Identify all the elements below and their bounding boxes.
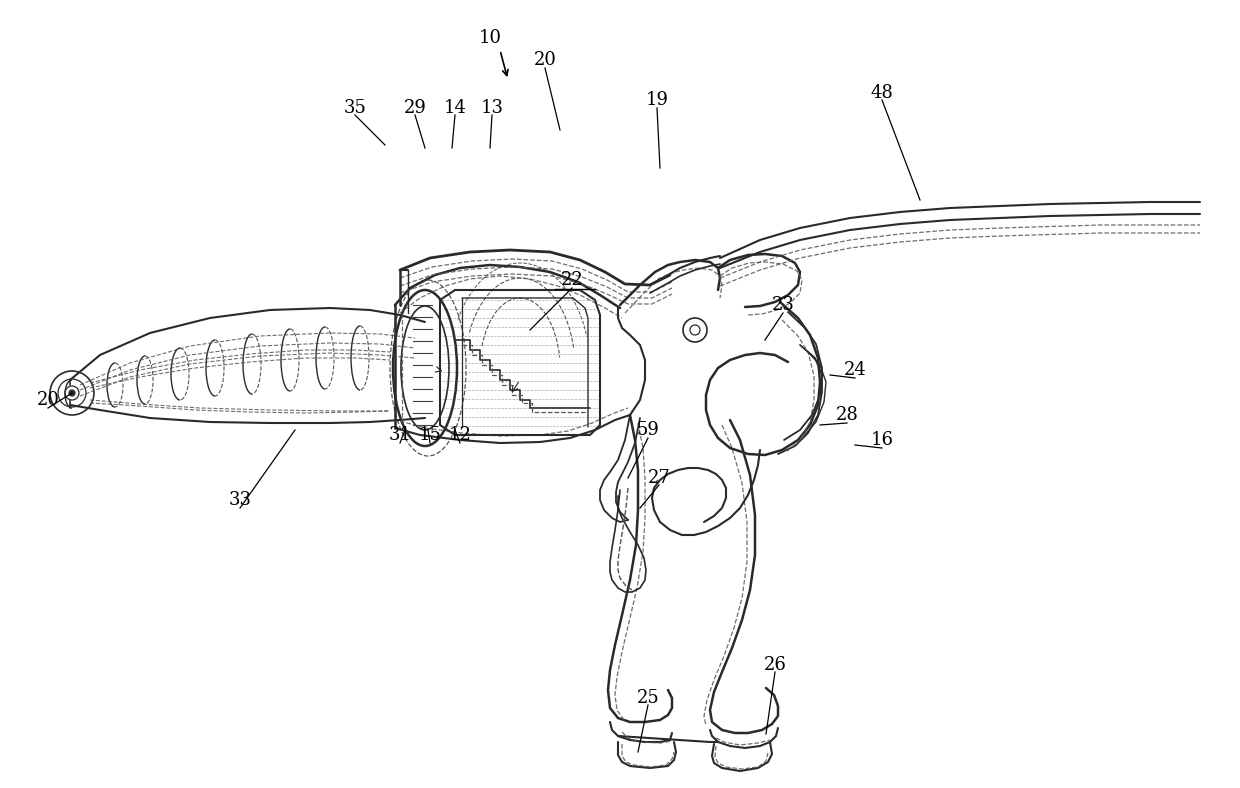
Text: 48: 48 — [870, 84, 894, 102]
Text: 23: 23 — [771, 296, 795, 314]
Text: 28: 28 — [836, 406, 858, 424]
Text: 59: 59 — [636, 421, 660, 439]
Text: 16: 16 — [870, 431, 894, 449]
Text: 24: 24 — [843, 361, 867, 379]
Text: 25: 25 — [636, 689, 660, 707]
Text: 15: 15 — [419, 426, 441, 444]
Text: 14: 14 — [444, 99, 466, 117]
Text: 31: 31 — [388, 426, 412, 444]
Text: 27: 27 — [647, 469, 671, 487]
Text: 20: 20 — [36, 391, 60, 409]
Text: 13: 13 — [481, 99, 503, 117]
Text: 26: 26 — [764, 656, 786, 674]
Circle shape — [69, 390, 74, 396]
Text: 33: 33 — [228, 491, 252, 509]
Text: 20: 20 — [533, 51, 557, 69]
Text: 29: 29 — [403, 99, 427, 117]
Text: 12: 12 — [449, 426, 471, 444]
Text: 10: 10 — [479, 29, 501, 47]
Text: 19: 19 — [646, 91, 668, 109]
Text: 35: 35 — [343, 99, 367, 117]
Text: 22: 22 — [560, 271, 583, 289]
